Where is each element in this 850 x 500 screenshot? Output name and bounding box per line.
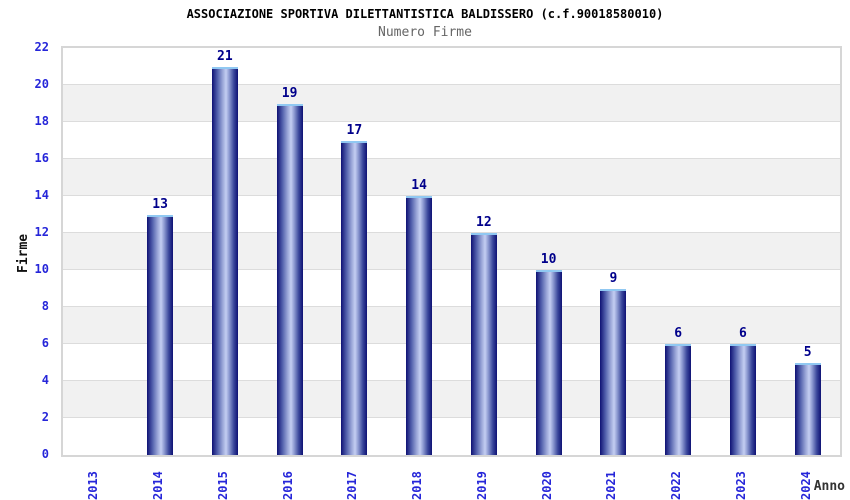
- bar-value-label-2022: 6: [674, 326, 683, 341]
- x-tick-label-2017: 2017: [345, 471, 360, 500]
- x-tick-label-2015: 2015: [215, 471, 230, 500]
- x-tick-label-2024: 2024: [798, 471, 813, 500]
- background-band: [63, 122, 840, 159]
- y-tick-label-12: 12: [34, 225, 49, 239]
- y-tick-label-20: 20: [34, 77, 49, 91]
- grid-line: [63, 269, 840, 270]
- background-band: [63, 381, 840, 418]
- bar-value-label-2019: 12: [476, 215, 492, 230]
- bar-value-label-2015: 21: [217, 48, 233, 64]
- x-tick-label-2021: 2021: [604, 471, 619, 500]
- grid-line: [63, 195, 840, 196]
- bar-value-label-2024: 5: [803, 344, 812, 360]
- bar-value-label-2020: 10: [540, 252, 557, 267]
- bar-value-label-2016: 19: [281, 85, 298, 101]
- background-band: [63, 233, 840, 270]
- grid-line: [63, 417, 840, 418]
- y-tick-label-18: 18: [34, 114, 49, 128]
- bar-2021: [600, 288, 627, 455]
- bar-value-label-2017: 17: [346, 122, 363, 138]
- x-tick-label-2018: 2018: [410, 471, 425, 500]
- background-band: [63, 307, 840, 344]
- grid-line: [63, 343, 840, 344]
- grid-line: [63, 158, 840, 159]
- grid-line: [63, 306, 840, 307]
- bar-2014: [147, 214, 174, 455]
- chart-subtitle: Numero Firme: [378, 25, 472, 40]
- chart-title: ASSOCIAZIONE SPORTIVA DILETTANTISTICA BA…: [186, 7, 664, 21]
- background-band: [63, 196, 840, 233]
- background-band: [63, 159, 840, 196]
- grid-line: [63, 380, 840, 381]
- y-tick-label-16: 16: [34, 151, 49, 165]
- bar-value-label-2023: 6: [738, 326, 747, 341]
- x-tick-label-2023: 2023: [733, 471, 748, 500]
- grid-line: [63, 84, 840, 85]
- x-axis: 2013 2014 2015 2016 2017 2018 2019 2020 2021 2022…: [61, 460, 842, 500]
- x-tick-label-2014: 2014: [151, 471, 166, 500]
- y-tick-label-8: 8: [41, 299, 49, 313]
- y-tick-label-10: 10: [34, 262, 49, 276]
- bar-2019: [470, 233, 497, 455]
- y-tick-label-6: 6: [41, 336, 49, 350]
- x-tick-label-2022: 2022: [669, 471, 684, 500]
- bar-value-label-2021: 9: [609, 270, 618, 286]
- background-band: [63, 418, 840, 455]
- y-tick-label-14: 14: [34, 188, 49, 202]
- y-tick-label-2: 2: [41, 410, 49, 424]
- plot-area: 13 21 19 17 14 12 10 9 6 6 5: [61, 46, 842, 457]
- background-band: [63, 85, 840, 122]
- bar-2020: [535, 270, 562, 455]
- x-tick-label-2019: 2019: [474, 471, 489, 500]
- grid-line: [63, 121, 840, 122]
- bar-2015: [211, 66, 238, 455]
- x-tick-label-2013: 2013: [86, 471, 101, 500]
- bar-value-label-2014: 13: [152, 196, 168, 212]
- bar-2022: [665, 344, 692, 455]
- bar-2017: [341, 140, 368, 455]
- background-band: [63, 344, 840, 381]
- background-band: [63, 270, 840, 307]
- x-tick-label-2016: 2016: [280, 471, 295, 500]
- x-tick-label-2020: 2020: [539, 471, 554, 500]
- y-axis: 0 2 4 6 8 10 12 14 16 18 20 22: [0, 40, 55, 461]
- bar-2016: [276, 103, 303, 455]
- bar-2018: [406, 196, 433, 455]
- y-tick-label-4: 4: [41, 373, 49, 387]
- bar-2024: [794, 362, 821, 455]
- bar-value-label-2018: 14: [411, 178, 427, 193]
- grid-line: [63, 232, 840, 233]
- bar-2023: [729, 344, 756, 455]
- x-axis-title: Anno: [813, 479, 845, 494]
- y-tick-label-0: 0: [41, 447, 49, 461]
- background-band: [63, 48, 840, 85]
- y-tick-label-22: 22: [34, 40, 49, 54]
